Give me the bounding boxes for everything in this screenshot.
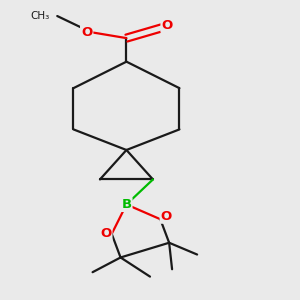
Text: O: O: [100, 227, 112, 240]
Text: O: O: [161, 19, 173, 32]
Text: CH₃: CH₃: [31, 11, 50, 21]
Text: O: O: [81, 26, 92, 39]
Text: B: B: [122, 198, 131, 211]
Text: O: O: [160, 210, 172, 223]
